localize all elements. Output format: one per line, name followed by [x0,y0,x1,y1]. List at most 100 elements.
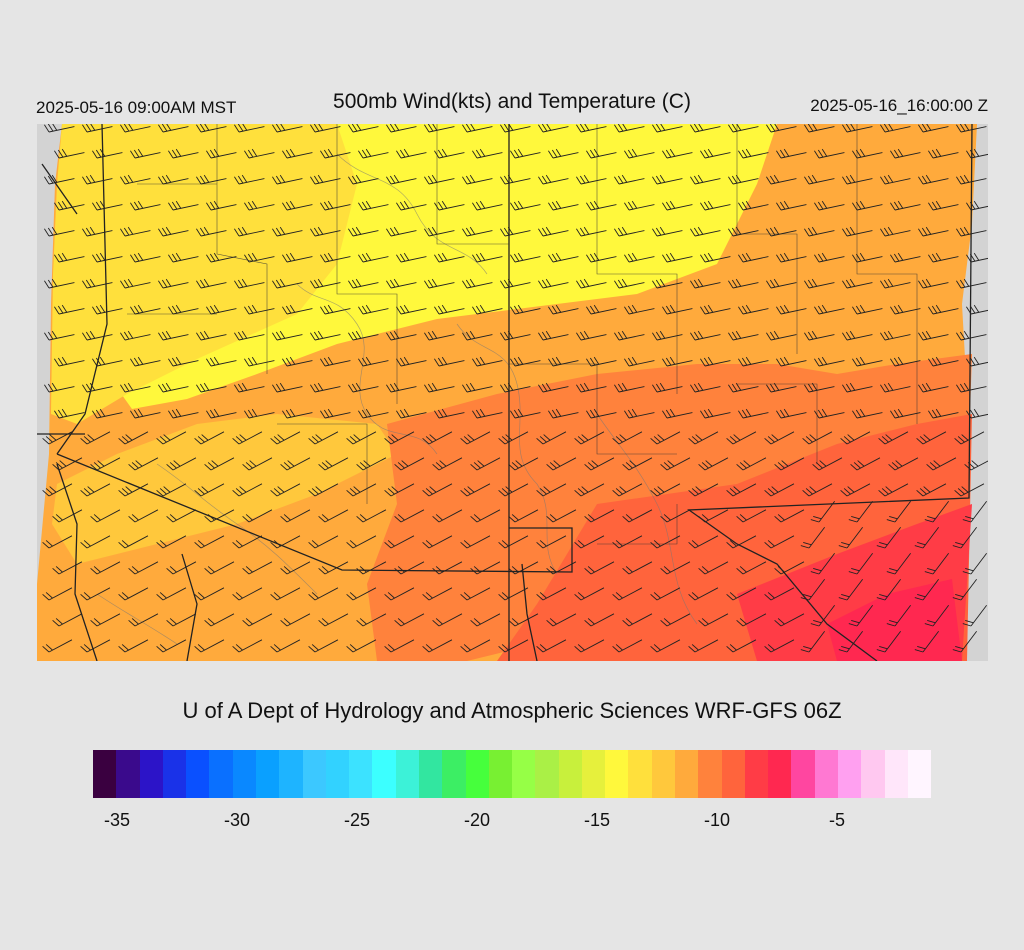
temperature-colorbar [93,750,932,798]
wind-barb [282,408,313,419]
wind-barb [690,382,721,393]
wind-barb [386,124,417,133]
wind-barb [764,587,795,601]
wind-barb [244,252,275,263]
wind-barb [432,561,463,575]
wind-barb [652,382,683,393]
colorbar-swatch [465,750,489,798]
wind-barb [92,356,123,367]
wind-barb [924,500,950,523]
colorbar-swatch [605,750,629,798]
wind-barb [120,174,151,185]
wind-barb [52,509,83,523]
wind-barb [510,304,541,315]
wind-barb [168,408,199,419]
wind-barb [698,613,729,627]
wind-barb [880,330,911,341]
wind-barb [498,535,529,549]
wind-barb [308,431,339,445]
wind-barb [838,630,864,653]
wind-barb [356,509,387,523]
wind-barb [880,174,911,185]
wind-barb [90,561,121,575]
wind-barb [736,457,767,471]
wind-barb [460,639,491,653]
wind-barb [584,613,615,627]
wind-barb [318,613,349,627]
wind-barb [546,561,577,575]
wind-barb [272,278,303,289]
wind-barb [242,509,273,523]
colorbar-swatch [558,750,582,798]
colorbar-tick-label: -10 [703,810,731,830]
wind-barb [914,578,940,601]
wind-barb [814,356,845,367]
wind-barb [498,587,529,601]
wind-barb [232,587,263,601]
colorbar-swatch [116,750,140,798]
wind-barb [956,382,987,393]
wind-barb [624,408,655,419]
wind-barb [272,226,303,237]
wind-barb [624,200,655,211]
wind-barb [612,483,643,497]
wind-barb [952,526,978,549]
valid-time-utc: 2025-05-16_16:00:00 Z [810,96,988,115]
wind-barb [688,639,719,653]
wind-barb [764,431,795,445]
wind-barb [166,457,197,471]
wind-barb [918,278,949,289]
wind-barb [424,174,455,185]
wind-barb [310,278,341,289]
wind-barb [118,535,149,549]
wind-barb [586,304,617,315]
wind-barb [460,483,491,497]
wind-barb [128,613,159,627]
colorbar-swatch [302,750,326,798]
wind-barb [422,535,453,549]
wind-barb [688,587,719,601]
county-boundaries [127,124,918,545]
wind-barb [168,304,199,315]
wind-barb [280,457,311,471]
wind-barb [44,382,75,393]
wind-barb [120,330,151,341]
wind-barb [928,408,959,419]
wind-barb [878,483,909,497]
wind-barb [234,330,265,341]
wind-barb [660,509,691,523]
wind-barb [358,148,389,159]
wind-barb [318,509,349,523]
wind-barb [810,604,836,627]
wind-barb [838,526,864,549]
wind-barb [82,278,113,289]
wind-barb [624,148,655,159]
wind-barb [234,382,265,393]
wind-barb [168,356,199,367]
wind-barb [244,408,275,419]
wind-barb [156,483,187,497]
wind-barb [726,535,757,549]
wind-barb [612,587,643,601]
wind-barb [804,226,835,237]
wind-barb [158,174,189,185]
wind-barb [358,200,389,211]
colorbar-swatch [535,750,559,798]
wind-barb [964,457,988,471]
wind-barb [92,252,123,263]
wind-barb [576,226,607,237]
wind-barb [804,174,835,185]
wind-barb [206,148,237,159]
wind-barb [396,148,427,159]
wind-barb [614,278,645,289]
wind-barb [270,431,301,445]
wind-barb [44,124,75,133]
wind-barb [576,124,607,133]
wind-barb [432,509,463,523]
wind-barb [54,200,85,211]
wind-barb [890,304,921,315]
wind-barb [234,278,265,289]
wind-barb [810,552,836,575]
wind-barb [774,509,805,523]
wind-barb [842,124,873,133]
